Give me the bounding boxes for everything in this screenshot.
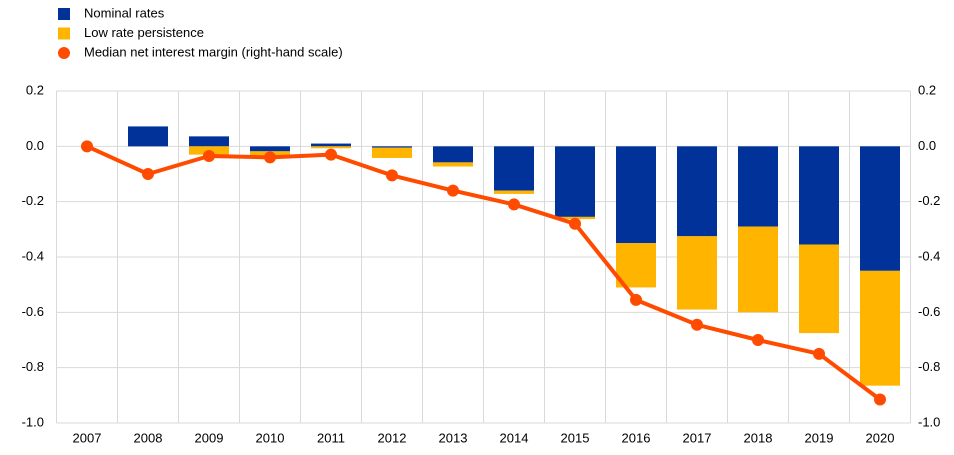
bar — [677, 236, 717, 310]
x-tick-label: 2009 — [195, 430, 224, 445]
line-point — [508, 198, 520, 211]
line-point — [447, 184, 459, 197]
bar — [494, 190, 534, 194]
bar — [311, 146, 351, 149]
bar — [311, 143, 351, 147]
line-point — [752, 334, 764, 346]
x-tick-label: 2013 — [439, 430, 468, 445]
line — [86, 144, 882, 402]
y-tick-label: 0.2 — [26, 82, 44, 97]
x-tick-label: 2011 — [317, 430, 345, 445]
bar — [738, 146, 778, 227]
bar — [677, 146, 717, 237]
bar — [250, 146, 290, 152]
bar — [738, 226, 778, 313]
x-tick-label: 2019 — [805, 430, 834, 445]
x-tick-label: 2017 — [683, 430, 712, 445]
line-point — [874, 393, 886, 406]
y2-tick-label: -0.6 — [918, 304, 940, 319]
bar — [616, 146, 656, 244]
bar — [372, 146, 412, 148]
y-tick-label: -0.6 — [22, 304, 44, 319]
bar — [433, 146, 473, 163]
y2-tick-label: -0.8 — [918, 359, 940, 374]
y-tick-label: -1.0 — [22, 414, 44, 429]
line-point — [630, 293, 642, 306]
bar — [860, 146, 900, 271]
x-tick-label: 2015 — [561, 430, 590, 445]
x-tick-label: 2016 — [622, 430, 651, 445]
bar — [372, 147, 412, 158]
bar — [799, 244, 839, 334]
bar — [860, 270, 900, 386]
x-tick-label: 2010 — [256, 430, 285, 445]
line-point — [386, 169, 398, 182]
x-tick-label: 2014 — [500, 430, 529, 445]
y2-tick-label: 0.2 — [918, 82, 936, 97]
y-tick-label: -0.2 — [22, 193, 44, 208]
line-point — [813, 347, 825, 360]
line-point — [325, 148, 337, 161]
line-point — [81, 140, 93, 153]
y2-tick-label: -0.4 — [918, 248, 940, 263]
bar — [616, 243, 656, 288]
y2-tick-label: -1.0 — [918, 414, 940, 429]
line-point — [264, 151, 276, 164]
y-tick-label: -0.4 — [22, 248, 44, 263]
x-tick-label: 2008 — [134, 430, 163, 445]
y2-tick-label: -0.2 — [918, 193, 940, 208]
bar — [433, 162, 473, 167]
legend-swatch — [58, 27, 70, 40]
legend-label: Low rate persistence — [84, 25, 204, 40]
legend-label: Median net interest margin (right-hand s… — [84, 44, 343, 59]
x-tick-label: 2007 — [73, 430, 102, 445]
line-point — [142, 168, 154, 180]
line-point — [691, 318, 703, 331]
y-tick-label: 0.0 — [26, 138, 44, 153]
line-point — [203, 150, 215, 163]
y-tick-label: -0.8 — [22, 359, 44, 374]
bar — [799, 146, 839, 245]
bar — [189, 136, 229, 147]
legend-swatch — [58, 8, 70, 20]
x-tick-label: 2012 — [378, 430, 407, 445]
bar — [494, 146, 534, 191]
x-tick-label: 2020 — [866, 430, 895, 445]
bar — [128, 126, 168, 147]
line-point — [569, 217, 581, 230]
x-tick-label: 2018 — [744, 430, 773, 445]
y2-tick-label: 0.0 — [918, 138, 936, 153]
bar — [555, 146, 595, 217]
legend-marker — [58, 47, 70, 59]
legend-label: Nominal rates — [84, 5, 165, 20]
